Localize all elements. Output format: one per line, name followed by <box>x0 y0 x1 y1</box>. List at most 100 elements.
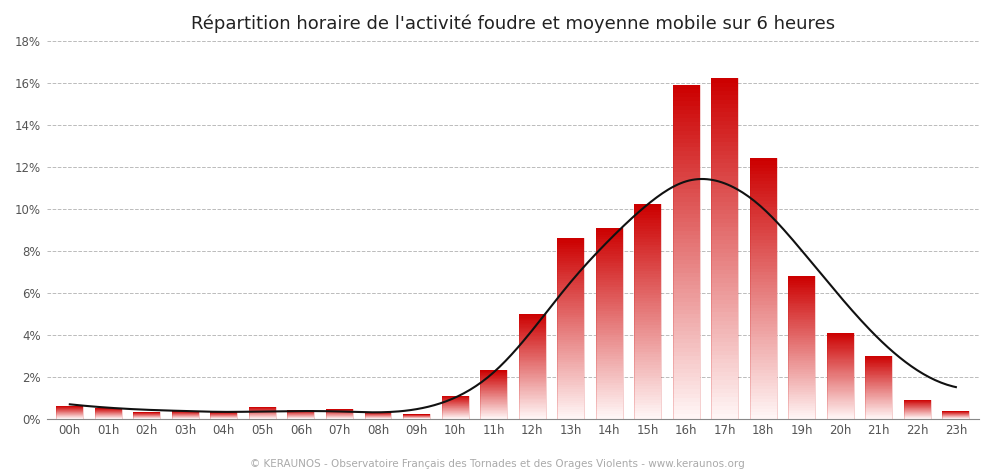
Bar <box>749 363 776 366</box>
Bar <box>673 352 700 356</box>
Bar <box>519 371 546 373</box>
Bar <box>827 397 854 398</box>
Bar <box>558 374 584 376</box>
Bar <box>673 97 700 101</box>
Bar <box>558 351 584 353</box>
Bar <box>634 239 661 242</box>
Bar <box>558 308 584 310</box>
Bar <box>749 390 776 392</box>
Bar <box>712 185 739 189</box>
Bar <box>558 299 584 301</box>
Bar <box>866 413 893 414</box>
Bar <box>827 340 854 341</box>
Bar <box>866 387 893 388</box>
Bar <box>712 244 739 249</box>
Bar <box>558 387 584 389</box>
Bar <box>712 304 739 308</box>
Bar <box>634 252 661 255</box>
Bar <box>866 398 893 399</box>
Bar <box>712 202 739 206</box>
Bar <box>519 417 546 419</box>
Bar <box>558 385 584 387</box>
Bar <box>788 315 815 317</box>
Bar <box>712 325 739 329</box>
Bar <box>866 389 893 390</box>
Bar <box>712 142 739 146</box>
Bar <box>712 381 739 385</box>
Bar <box>788 392 815 394</box>
Bar <box>712 249 739 253</box>
Bar <box>634 416 661 419</box>
Bar <box>57 406 83 419</box>
Bar <box>634 228 661 231</box>
Bar <box>712 113 739 117</box>
Bar <box>673 285 700 289</box>
Bar <box>827 374 854 375</box>
Bar <box>712 287 739 291</box>
Bar <box>712 367 739 372</box>
Bar <box>673 210 700 214</box>
Bar <box>673 218 700 222</box>
Bar <box>519 374 546 375</box>
Bar <box>749 210 776 213</box>
Bar <box>749 354 776 357</box>
Bar <box>558 414 584 416</box>
Bar <box>365 412 392 419</box>
Bar <box>827 353 854 354</box>
Bar <box>519 320 546 322</box>
Bar <box>480 386 507 387</box>
Bar <box>634 389 661 392</box>
Bar <box>673 406 700 410</box>
Bar <box>558 382 584 385</box>
Bar <box>866 417 893 418</box>
Bar <box>866 385 893 386</box>
Bar <box>519 325 546 327</box>
Bar <box>595 406 622 409</box>
Bar <box>788 304 815 306</box>
Bar <box>519 337 546 339</box>
Bar <box>673 189 700 193</box>
Bar <box>634 212 661 215</box>
Bar <box>788 410 815 412</box>
Bar <box>673 260 700 264</box>
Bar <box>519 381 546 382</box>
Bar <box>866 414 893 415</box>
Bar <box>788 277 815 279</box>
Bar <box>788 295 815 297</box>
Bar <box>595 347 622 349</box>
Bar <box>788 401 815 403</box>
Bar <box>595 270 622 273</box>
Bar <box>827 362 854 363</box>
Bar <box>558 322 584 324</box>
Bar <box>595 345 622 347</box>
Bar <box>595 354 622 357</box>
Bar <box>749 324 776 327</box>
Bar <box>480 395 507 396</box>
Bar <box>712 312 739 317</box>
Bar <box>788 394 815 395</box>
Bar <box>673 331 700 335</box>
Bar <box>595 366 622 368</box>
Bar <box>519 327 546 328</box>
Bar <box>519 334 546 336</box>
Bar <box>749 288 776 292</box>
Bar <box>558 367 584 369</box>
Bar <box>712 393 739 398</box>
Bar <box>788 310 815 311</box>
Bar <box>673 276 700 281</box>
Bar <box>673 343 700 348</box>
Bar <box>866 382 893 383</box>
Bar <box>788 340 815 342</box>
Bar <box>634 333 661 336</box>
Bar <box>749 181 776 184</box>
Bar <box>673 394 700 398</box>
Bar <box>788 317 815 319</box>
Bar <box>595 378 622 381</box>
Bar <box>519 398 546 399</box>
Bar <box>673 385 700 390</box>
Bar <box>749 252 776 256</box>
Bar <box>866 376 893 377</box>
Bar <box>673 202 700 206</box>
Bar <box>595 280 622 283</box>
Bar <box>595 242 622 244</box>
